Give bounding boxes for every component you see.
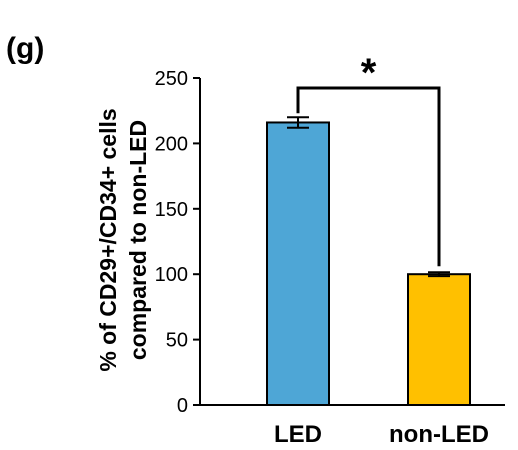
y-ticks: 0 50 100 150 200 250 xyxy=(155,68,200,417)
significance-star: * xyxy=(361,51,377,95)
y-axis-title-line-1: % of CD29+/CD34+ cells xyxy=(95,108,121,371)
error-bars xyxy=(287,116,450,278)
category-label: LED xyxy=(274,421,322,448)
y-tick-label: 250 xyxy=(155,68,188,90)
y-tick-label: 100 xyxy=(155,264,188,286)
y-tick-label: 50 xyxy=(166,330,188,352)
y-tick-label: 0 xyxy=(177,395,188,417)
bar-non-led xyxy=(407,273,471,407)
panel-label: (g) xyxy=(6,32,44,65)
significance-bracket: * xyxy=(296,51,441,267)
category-labels: LED non-LED xyxy=(274,421,489,448)
significance-bracket-line xyxy=(296,86,441,267)
y-tick-label: 200 xyxy=(155,133,188,155)
bars xyxy=(266,121,471,407)
y-axis-title: % of CD29+/CD34+ cells compared to non-L… xyxy=(95,108,151,371)
y-axis-title-line-2: compared to non-LED xyxy=(125,120,151,360)
y-tick-label: 150 xyxy=(155,199,188,221)
bar-led xyxy=(266,121,330,407)
category-label: non-LED xyxy=(389,421,489,448)
